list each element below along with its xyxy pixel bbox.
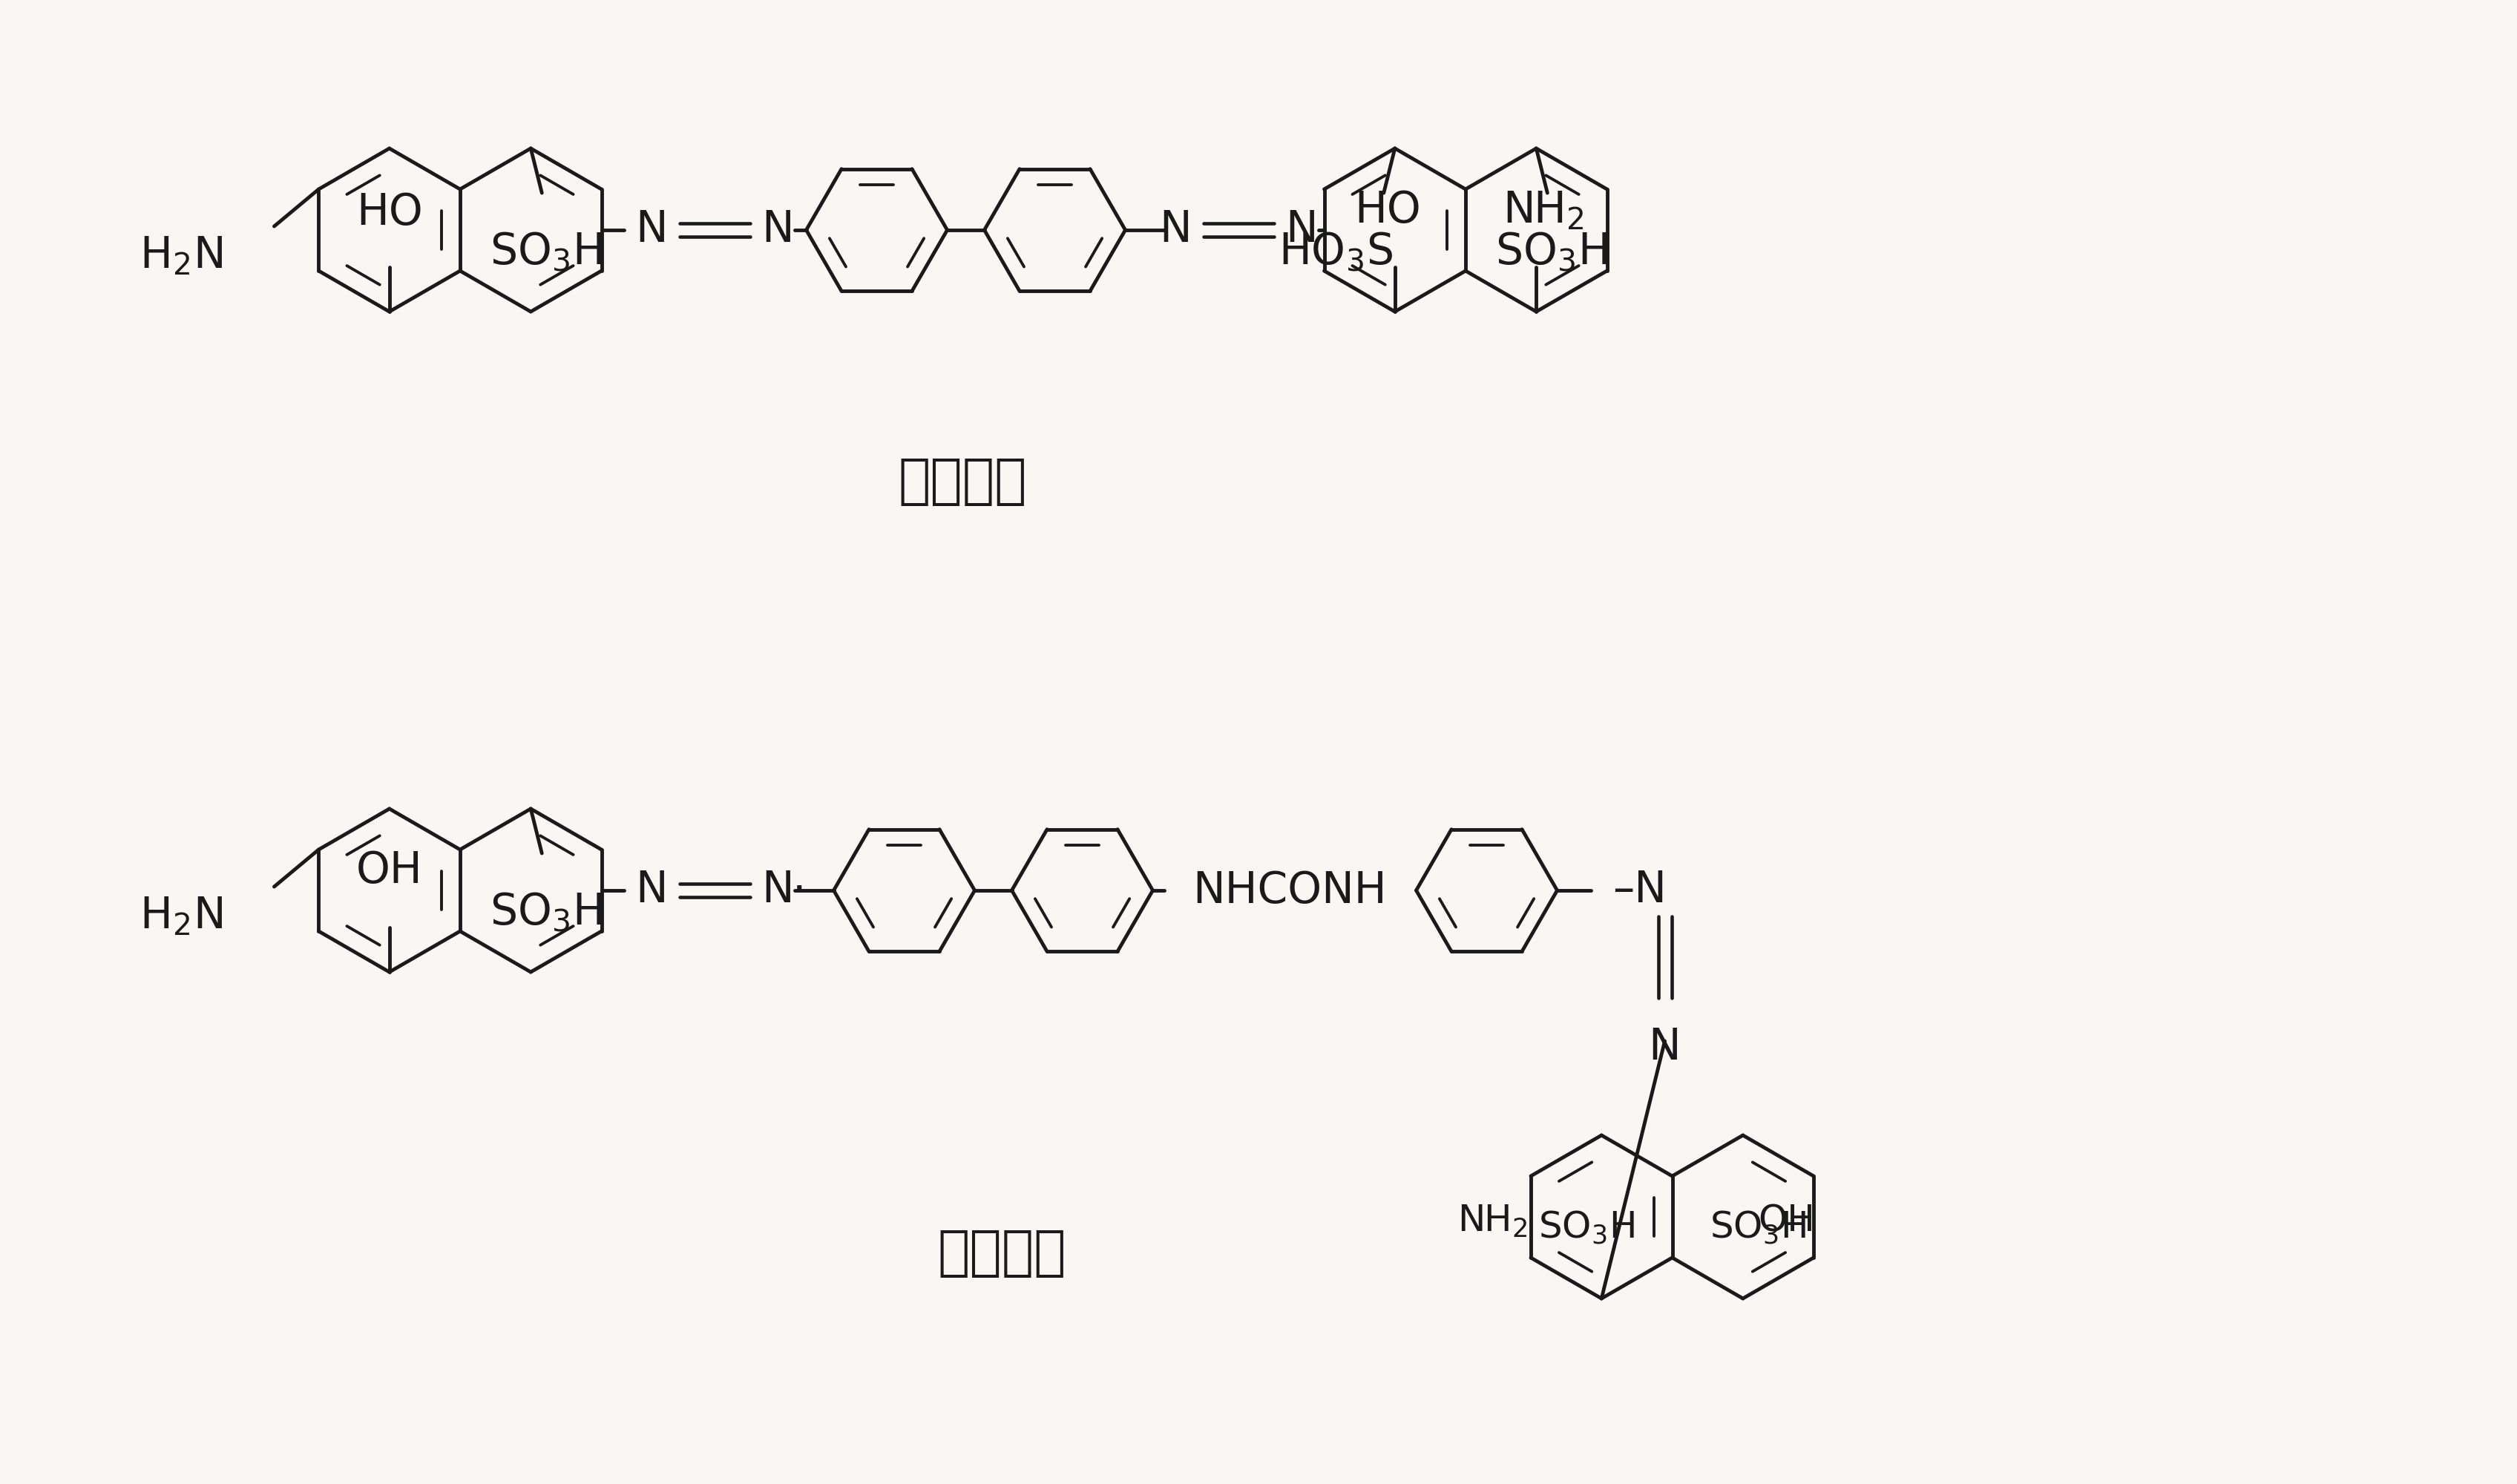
Text: N: N bbox=[1160, 209, 1193, 251]
Text: SO$_3$H: SO$_3$H bbox=[1538, 1209, 1636, 1247]
Text: N: N bbox=[637, 209, 667, 251]
Text: –N: –N bbox=[1613, 870, 1666, 911]
Text: HO: HO bbox=[1354, 188, 1420, 232]
Text: 紫光红色: 紫光红色 bbox=[936, 1229, 1067, 1279]
Text: N: N bbox=[637, 870, 667, 911]
Text: H$_2$N: H$_2$N bbox=[138, 895, 221, 938]
Text: SO$_3$H: SO$_3$H bbox=[488, 890, 602, 933]
Text: N: N bbox=[1649, 1027, 1681, 1068]
Text: HO$_3$S: HO$_3$S bbox=[1279, 230, 1392, 273]
Text: 红光蓝色: 红光蓝色 bbox=[899, 457, 1027, 508]
Text: NH$_2$: NH$_2$ bbox=[1503, 188, 1583, 232]
Text: N: N bbox=[763, 209, 795, 251]
Text: SO$_3$H: SO$_3$H bbox=[488, 230, 602, 273]
Text: NHCONH: NHCONH bbox=[1193, 870, 1387, 911]
Text: SO$_3$H: SO$_3$H bbox=[1709, 1209, 1805, 1247]
Text: NH$_2$: NH$_2$ bbox=[1457, 1204, 1528, 1239]
Text: N: N bbox=[763, 870, 795, 911]
Text: HO: HO bbox=[355, 191, 423, 233]
Text: SO$_3$H: SO$_3$H bbox=[1495, 230, 1608, 273]
Text: OH: OH bbox=[1757, 1204, 1815, 1239]
Text: ·: · bbox=[793, 870, 805, 911]
Text: OH: OH bbox=[355, 849, 423, 892]
Text: H$_2$N: H$_2$N bbox=[138, 234, 221, 278]
Text: N: N bbox=[1286, 209, 1319, 251]
